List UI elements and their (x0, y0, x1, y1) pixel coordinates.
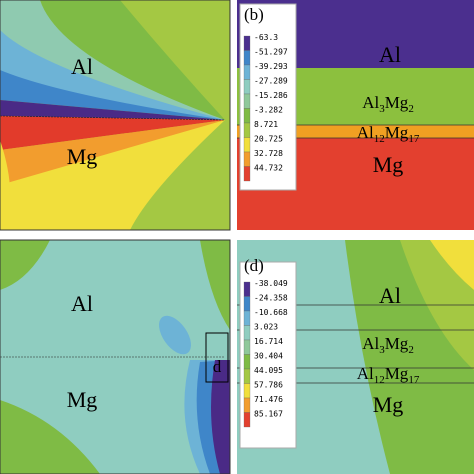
legend-swatch (243, 50, 251, 66)
label-part: Mg (385, 364, 409, 383)
label-part: Mg (373, 392, 404, 417)
legend-value: -51.297 (254, 48, 288, 57)
legend-value: 44.095 (254, 366, 283, 375)
legend-value: 8.721 (254, 120, 278, 129)
region-label: Al (379, 42, 401, 67)
subscript: 17 (408, 133, 420, 145)
label-part: Mg (373, 152, 404, 177)
legend-value: -10.668 (254, 308, 288, 317)
region-label: Al3Mg2 (362, 93, 414, 115)
label-part: Al (379, 42, 401, 67)
label-part: Al (71, 291, 93, 316)
region-label: Al (71, 54, 93, 79)
region-label: Mg (373, 152, 404, 177)
label-part: Mg (385, 123, 409, 142)
legend-value: 85.167 (254, 410, 283, 419)
label-part: Al (362, 93, 379, 112)
label-part: Al (71, 54, 93, 79)
region-label: Al3Mg2 (362, 334, 414, 356)
panel-b (237, 0, 474, 230)
region-label: Mg (67, 144, 98, 169)
label-part: Al (357, 123, 374, 142)
legend-swatch (243, 310, 251, 326)
label-part: Mg (67, 387, 98, 412)
legend-value: 57.786 (254, 381, 283, 390)
legend-value: -39.293 (254, 62, 288, 71)
label-part: Al (362, 334, 379, 353)
legend-value: -15.286 (254, 91, 288, 100)
label-part: Mg (385, 334, 409, 353)
legend-value: -63.3 (254, 33, 278, 42)
legend-value: 32.728 (254, 149, 283, 158)
legend-swatch (243, 368, 251, 384)
subscript: 17 (408, 374, 420, 386)
legend-swatch (243, 354, 251, 370)
box-label: d (213, 357, 222, 376)
legend-value: 30.404 (254, 352, 283, 361)
panel-label: (b) (244, 5, 264, 24)
legend-value: -38.049 (254, 279, 288, 288)
legend-swatch (243, 166, 251, 182)
legend-value: 16.714 (254, 337, 283, 346)
legend-swatch (243, 412, 251, 428)
subscript: 2 (408, 103, 414, 115)
label-part: Al (357, 364, 374, 383)
legend-swatch (243, 137, 251, 153)
panel-a (0, 0, 231, 231)
subscript: 12 (374, 374, 385, 386)
subscript: 3 (379, 103, 385, 115)
label-part: Mg (67, 144, 98, 169)
subscript: 3 (379, 344, 385, 356)
legend-value: 44.732 (254, 164, 283, 173)
panel-c (0, 239, 231, 474)
legend-swatch (243, 108, 251, 124)
legend-swatch (243, 339, 251, 355)
region-label: Al12Mg17 (357, 364, 420, 386)
legend-swatch (243, 151, 251, 167)
region-label: Mg (373, 392, 404, 417)
legend-value: -24.358 (254, 294, 288, 303)
legend-swatch (243, 281, 251, 297)
region-label: Al12Mg17 (357, 123, 420, 145)
legend-swatch (243, 64, 251, 80)
subscript: 2 (408, 344, 414, 356)
region-label: Al (379, 283, 401, 308)
legend-swatch (243, 35, 251, 51)
legend-swatch (243, 93, 251, 109)
label-part: Mg (385, 93, 409, 112)
legend-swatch (243, 296, 251, 312)
legend-value: 3.023 (254, 323, 278, 332)
legend-value: 71.476 (254, 395, 283, 404)
legend-swatch (243, 397, 251, 413)
legend-swatch (243, 122, 251, 138)
subscript: 12 (374, 133, 385, 145)
region-label: Mg (67, 387, 98, 412)
legend-swatch (243, 383, 251, 399)
region-label: Al (71, 291, 93, 316)
label-part: Al (379, 283, 401, 308)
legend-swatch (243, 325, 251, 341)
legend-value: 20.725 (254, 135, 283, 144)
legend-value: -27.289 (254, 77, 288, 86)
legend-swatch (243, 79, 251, 95)
panel-label: (d) (244, 256, 264, 275)
legend-value: -3.282 (254, 106, 283, 115)
